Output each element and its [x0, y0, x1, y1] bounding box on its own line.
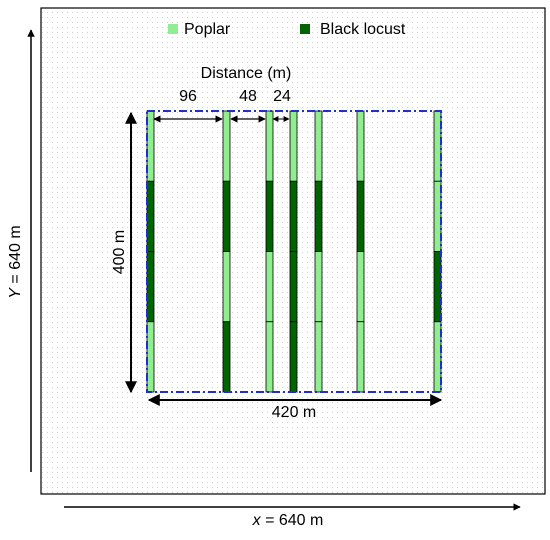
- tree-strip-segment: [222, 110, 231, 182]
- legend-label: Black locust: [320, 21, 406, 38]
- tree-strip-segment: [314, 180, 323, 252]
- tree-strip-segment: [289, 110, 298, 182]
- height-label: 400 m: [111, 230, 128, 274]
- tree-strip-segment: [433, 251, 442, 323]
- tree-strip-segment: [146, 321, 155, 393]
- y-axis-text: = 640 m: [7, 225, 24, 288]
- tree-strip-segment: [289, 180, 298, 252]
- tree-strip-segment: [356, 321, 365, 393]
- x-axis-text: = 640 m: [261, 512, 324, 529]
- legend-swatch: [300, 24, 310, 34]
- tree-strip-segment: [265, 110, 274, 182]
- y-axis-label: Y = 640 m: [7, 225, 24, 298]
- legend-label: Poplar: [184, 21, 231, 38]
- tree-strip-segment: [146, 251, 155, 323]
- distance-label: 96: [179, 88, 197, 105]
- tree-strip-segment: [314, 110, 323, 182]
- distance-title: Distance (m): [201, 65, 292, 82]
- field-outline: [146, 110, 442, 393]
- x-axis-label: x = 640 m: [252, 512, 324, 529]
- tree-strip-segment: [265, 180, 274, 252]
- tree-strip-segment: [222, 321, 231, 393]
- tree-strip-segment: [146, 110, 155, 182]
- tree-strip-segment: [146, 180, 155, 252]
- tree-strip-segment: [356, 251, 365, 323]
- tree-strip-segment: [265, 321, 274, 393]
- x-axis-var: x: [252, 512, 262, 529]
- tree-strip-segment: [433, 180, 442, 252]
- tree-strip-segment: [265, 251, 274, 323]
- tree-strip-segment: [433, 110, 442, 182]
- distance-label: 24: [273, 88, 291, 105]
- tree-strip-segment: [289, 321, 298, 393]
- width-label: 420 m: [272, 404, 316, 421]
- strips: [146, 110, 442, 393]
- tree-strip-segment: [314, 321, 323, 393]
- tree-strip-segment: [356, 110, 365, 182]
- y-axis-var: Y: [7, 287, 24, 299]
- legend-swatch: [168, 24, 178, 34]
- tree-strip-segment: [289, 251, 298, 323]
- tree-strip-segment: [356, 180, 365, 252]
- tree-strip-segment: [314, 251, 323, 323]
- tree-strip-segment: [222, 251, 231, 323]
- tree-strip-segment: [433, 321, 442, 393]
- distance-label: 48: [239, 88, 257, 105]
- tree-strip-segment: [222, 180, 231, 252]
